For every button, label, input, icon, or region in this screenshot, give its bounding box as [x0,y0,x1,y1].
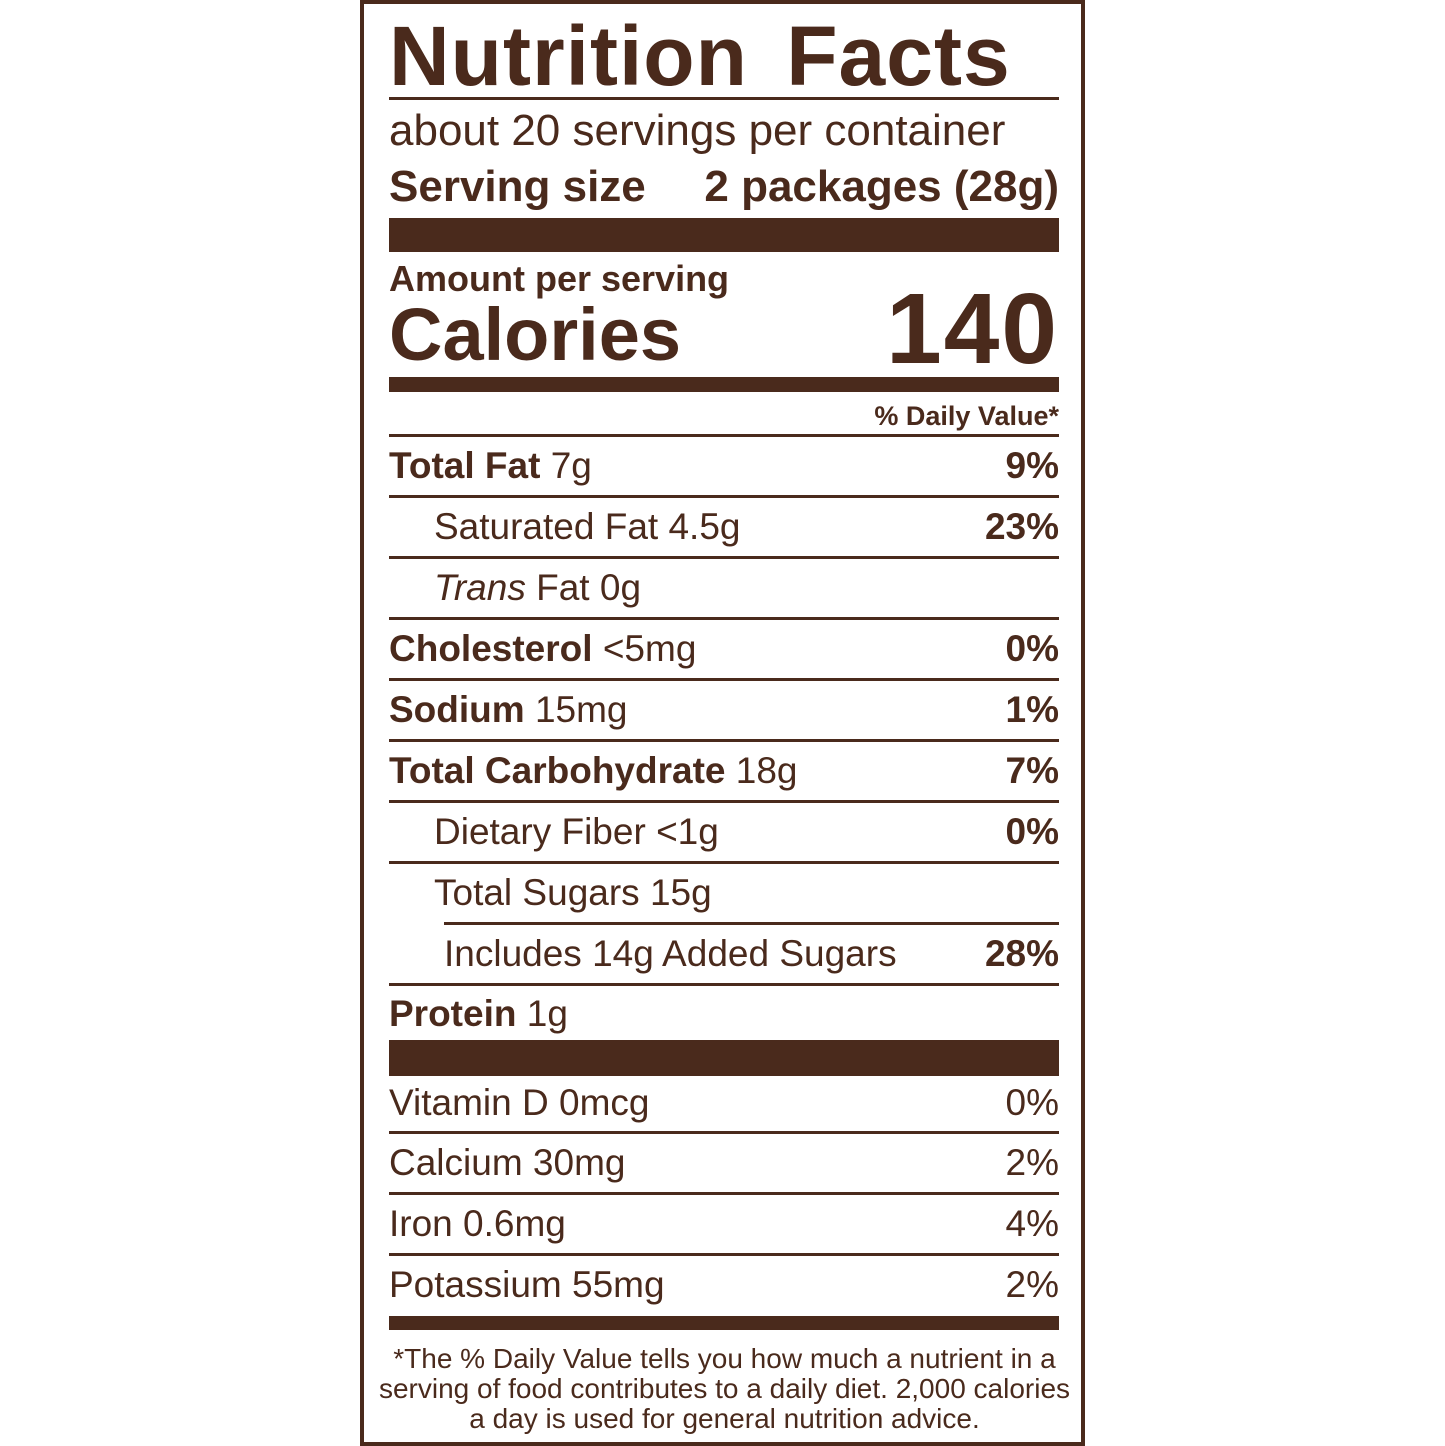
nutrient-amount: 18g [735,750,798,791]
nutrient-row-dietary-fiber: Dietary Fiber <1g 0% [389,800,1059,861]
nutrient-row-protein: Protein 1g [389,983,1059,1041]
nutrient-row-total-sugars: Total Sugars 15g [389,861,1059,922]
nutrient-dv: 23% [984,506,1059,547]
calories-row: Calories 140 [389,279,1059,379]
divider [389,97,1059,100]
nutrient-amount: 15g [649,872,712,913]
nutrient-name: Total Fat [389,445,541,486]
nutrient-dv: 0% [1005,628,1059,669]
nutrient-row-saturated-fat: Saturated Fat 4.5g 23% [389,495,1059,556]
nutrient-row-added-sugars: Includes 14g Added Sugars 28% [444,922,1059,983]
vitamin-text: Calcium 30mg [389,1142,626,1183]
nutrient-name: Total Sugars [434,872,640,913]
nutrient-amount: <5mg [602,628,697,669]
serving-size-label: Serving size [389,162,646,211]
nutrient-name: Total Carbohydrate [389,750,726,791]
vitamin-row-d: Vitamin D 0mcg 0% [389,1072,1059,1133]
serving-size-value: 2 packages (28g) [704,162,1059,211]
nutrient-row-cholesterol: Cholesterol <5mg 0% [389,617,1059,678]
vitamin-text: Potassium 55mg [389,1264,665,1305]
nutrient-dv: 0% [1005,811,1059,852]
thick-divider [389,1040,1059,1076]
vitamin-text: Iron 0.6mg [389,1203,566,1244]
serving-size: Serving size 2 packages (28g) [389,160,1059,214]
nutrient-name: Includes 14g Added Sugars [444,933,897,974]
nutrient-name: Sodium [389,689,525,730]
nutrient-row-sodium: Sodium 15mg 1% [389,678,1059,739]
nutrient-name-rest: Fat [536,567,590,608]
nutrient-amount: 4.5g [668,506,741,547]
nutrient-row-total-fat: Total Fat 7g 9% [389,434,1059,495]
nutrient-dv: 9% [1005,445,1059,486]
nutrient-name: Dietary Fiber [434,811,646,852]
nutrient-dv: 28% [984,933,1059,974]
nutrient-dv: 7% [1005,750,1059,791]
nutrient-name: Trans [434,567,526,608]
thick-divider [389,218,1059,252]
vitamin-text: Vitamin D 0mcg [389,1081,650,1123]
nutrient-amount: 15mg [534,689,628,730]
nutrient-name: Saturated Fat [434,506,659,547]
label-title: Nutrition Facts [389,9,1011,103]
nutrient-amount: 1g [526,992,568,1034]
nutrient-amount: 7g [550,445,592,486]
vitamin-dv: 0% [1005,1081,1059,1123]
vitamin-dv: 2% [1005,1264,1059,1305]
nutrient-amount: <1g [656,811,719,852]
nutrient-row-trans-fat: Trans Fat 0g [389,556,1059,617]
calories-value: 140 [886,273,1059,385]
nutrient-name: Protein [389,992,517,1034]
vitamin-row-potassium: Potassium 55mg 2% [389,1253,1059,1314]
servings-per-container: about 20 servings per container [389,106,1006,155]
footnote: *The % Daily Value tells you how much a … [378,1343,1071,1434]
vitamin-dv: 4% [1005,1203,1059,1244]
nutrient-name: Cholesterol [389,628,593,669]
calories-label: Calories [389,293,682,376]
amount-per-serving: Amount per serving [389,258,730,299]
nutrient-amount: 0g [599,567,642,608]
vitamin-row-iron: Iron 0.6mg 4% [389,1192,1059,1253]
nutrient-row-total-carbohydrate: Total Carbohydrate 18g 7% [389,739,1059,800]
vitamin-row-calcium: Calcium 30mg 2% [389,1131,1059,1192]
medium-divider [389,377,1059,392]
nutrient-dv: 1% [1005,689,1059,730]
medium-divider [389,1316,1059,1330]
nutrition-facts-label: Nutrition Facts about 20 servings per co… [360,0,1085,1446]
daily-value-header: % Daily Value* [874,401,1059,431]
vitamin-dv: 2% [1005,1142,1059,1183]
